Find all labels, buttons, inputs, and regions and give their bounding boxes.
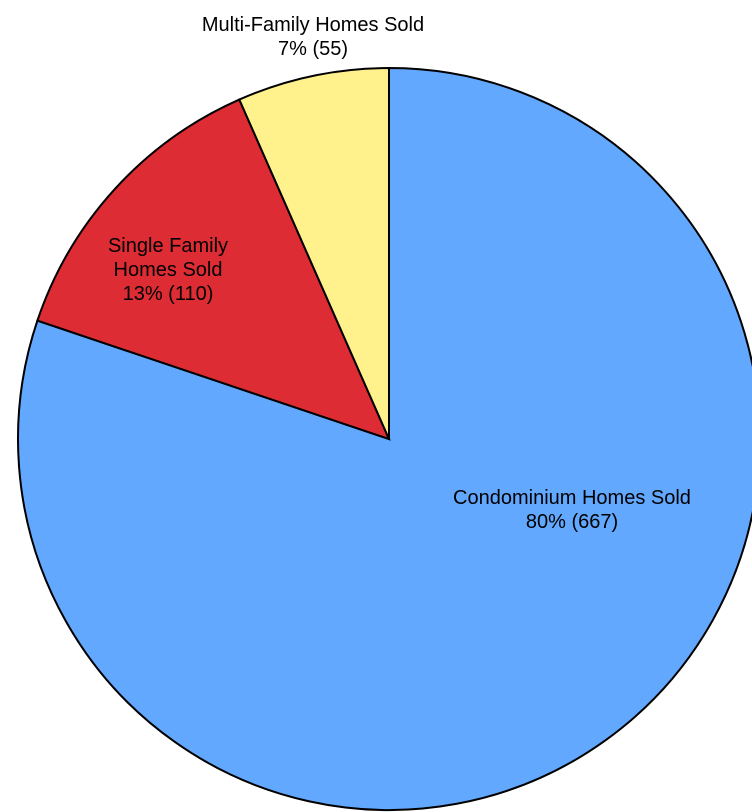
slice-value: 7% (55) [277,38,349,60]
pie-slice [17,66,752,811]
pie-slice [36,98,391,441]
slice-label: Multi-Family Homes Sold 7% (55) [153,13,473,61]
slice-name: Single Family Homes Sold [107,235,229,281]
slice-value: 80% (667) [525,511,619,533]
pie-slice [237,66,390,440]
slice-name: Multi-Family Homes Sold [201,14,425,36]
slice-label: Condominium Homes Sold 80% (667) [402,486,742,534]
slice-value: 13% (110) [122,283,214,305]
slice-label: Single Family Homes Sold 13% (110) [93,234,243,306]
slice-name: Condominium Homes Sold [453,487,691,509]
